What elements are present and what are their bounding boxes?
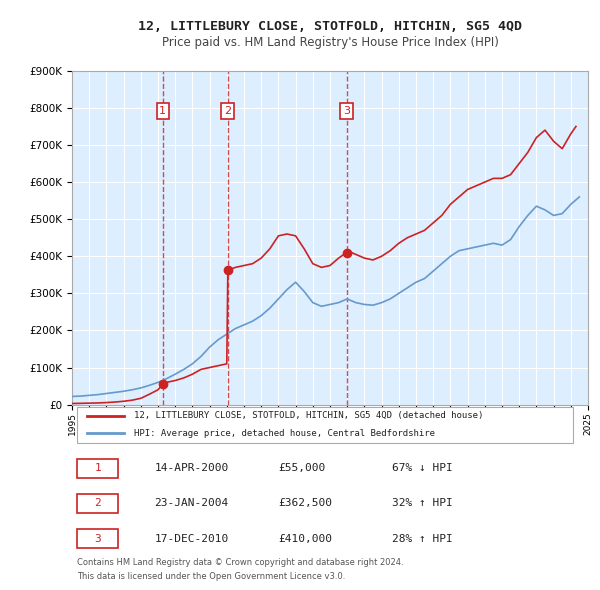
Text: HPI: Average price, detached house, Central Bedfordshire: HPI: Average price, detached house, Cent… [134, 429, 435, 438]
Text: £410,000: £410,000 [278, 534, 332, 543]
Text: This data is licensed under the Open Government Licence v3.0.: This data is licensed under the Open Gov… [77, 572, 346, 581]
FancyBboxPatch shape [77, 529, 118, 548]
Text: Contains HM Land Registry data © Crown copyright and database right 2024.: Contains HM Land Registry data © Crown c… [77, 558, 404, 567]
Text: 12, LITTLEBURY CLOSE, STOTFOLD, HITCHIN, SG5 4QD: 12, LITTLEBURY CLOSE, STOTFOLD, HITCHIN,… [138, 20, 522, 33]
Text: £55,000: £55,000 [278, 463, 326, 473]
Text: 2: 2 [94, 499, 101, 509]
Text: Price paid vs. HM Land Registry's House Price Index (HPI): Price paid vs. HM Land Registry's House … [161, 36, 499, 49]
Text: 14-APR-2000: 14-APR-2000 [155, 463, 229, 473]
Text: 2: 2 [224, 106, 232, 116]
FancyBboxPatch shape [77, 458, 118, 478]
FancyBboxPatch shape [77, 407, 572, 442]
Text: 67% ↓ HPI: 67% ↓ HPI [392, 463, 452, 473]
Text: 32% ↑ HPI: 32% ↑ HPI [392, 499, 452, 509]
Text: 3: 3 [343, 106, 350, 116]
Text: 1: 1 [160, 106, 166, 116]
FancyBboxPatch shape [77, 494, 118, 513]
Text: 23-JAN-2004: 23-JAN-2004 [155, 499, 229, 509]
Text: 12, LITTLEBURY CLOSE, STOTFOLD, HITCHIN, SG5 4QD (detached house): 12, LITTLEBURY CLOSE, STOTFOLD, HITCHIN,… [134, 411, 483, 420]
Text: 3: 3 [94, 534, 101, 543]
Text: 28% ↑ HPI: 28% ↑ HPI [392, 534, 452, 543]
Text: 1: 1 [94, 463, 101, 473]
Text: 17-DEC-2010: 17-DEC-2010 [155, 534, 229, 543]
Text: £362,500: £362,500 [278, 499, 332, 509]
